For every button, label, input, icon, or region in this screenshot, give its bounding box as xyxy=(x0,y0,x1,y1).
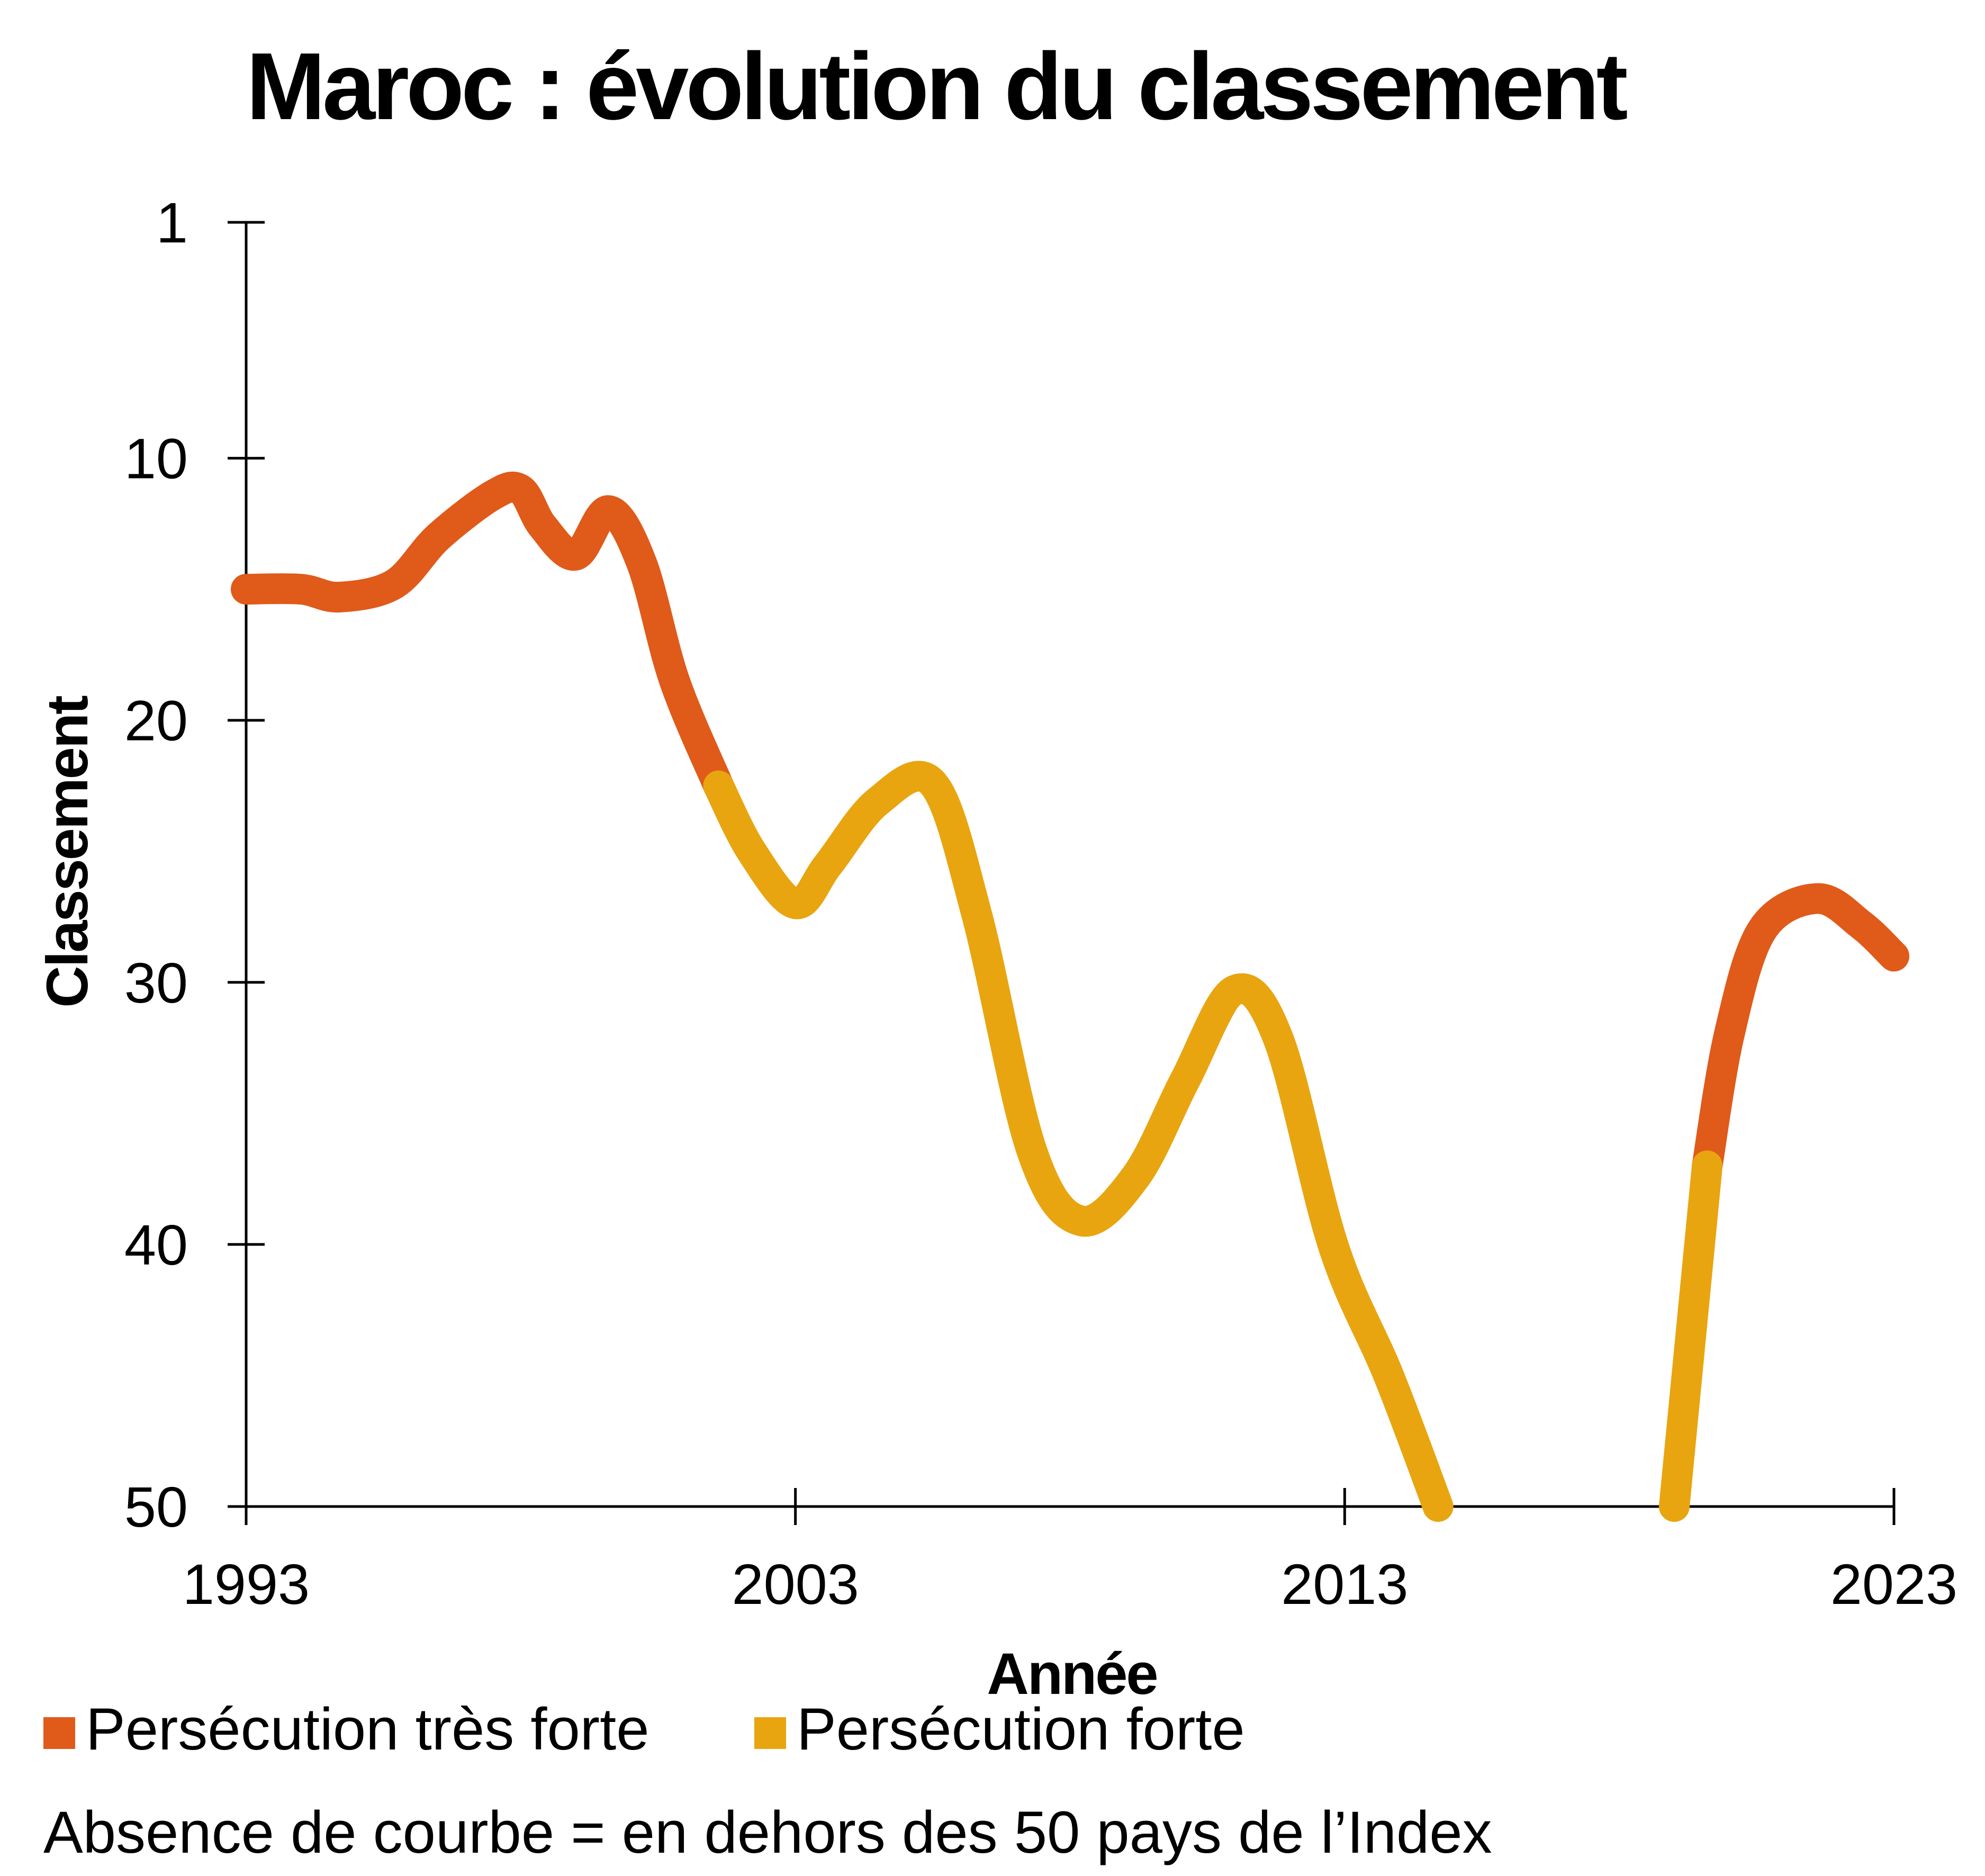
footnote: Absence de courbe = en dehors des 50 pay… xyxy=(43,1799,1492,1865)
series-1-line-segment-2 xyxy=(1692,883,1909,1181)
series-2-line-segment-1 xyxy=(703,761,1454,1522)
y-tick-label-30: 30 xyxy=(124,951,188,1015)
x-tick-label-2013: 2013 xyxy=(1281,1552,1408,1616)
series-1-line-segment-1 xyxy=(231,471,734,801)
x-ticks: 1993 2003 2013 2023 xyxy=(183,1488,1957,1616)
y-tick-label-1: 1 xyxy=(156,191,188,255)
x-axis-title: Année xyxy=(987,1642,1157,1707)
x-tick-label-1993: 1993 xyxy=(183,1552,310,1616)
y-ticks: 1 10 20 30 40 50 xyxy=(124,191,265,1539)
legend-label-forte: Persécution forte xyxy=(797,1696,1245,1762)
chart-title: Maroc : évolution du classement xyxy=(246,33,1627,140)
y-tick-label-20: 20 xyxy=(124,689,188,753)
series-layer xyxy=(231,471,1909,1522)
legend-swatch-tres-forte xyxy=(43,1717,75,1749)
series-2-line-segment-2 xyxy=(1658,1150,1723,1522)
y-tick-label-10: 10 xyxy=(124,427,188,491)
legend: Persécution très forte Persécution forte xyxy=(43,1696,1245,1762)
y-tick-label-40: 40 xyxy=(124,1213,188,1277)
legend-swatch-forte xyxy=(754,1717,786,1749)
axes xyxy=(228,222,1895,1508)
y-axis-title: Classement xyxy=(35,696,100,1008)
x-tick-label-2003: 2003 xyxy=(732,1552,859,1616)
y-tick-label-50: 50 xyxy=(124,1475,188,1539)
x-tick-label-2023: 2023 xyxy=(1830,1552,1957,1616)
legend-label-tres-forte: Persécution très forte xyxy=(86,1696,649,1762)
